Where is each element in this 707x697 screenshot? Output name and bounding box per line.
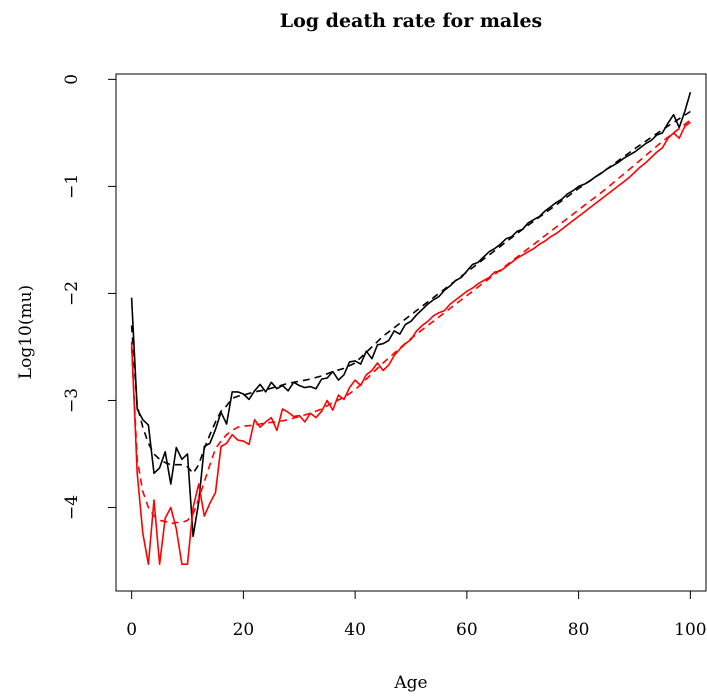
series-line-2-black-dashed (130, 110, 691, 475)
x-tick-label-100: 100 (674, 620, 706, 640)
x-tick-label-60: 60 (456, 620, 478, 640)
y-tick-label-0: 0 (62, 74, 82, 85)
y-axis: 0 −1 −2 −3 −4 (62, 74, 116, 520)
x-tick-label-20: 20 (233, 620, 255, 640)
x-tick-label-80: 80 (568, 620, 590, 640)
series-line-1-black-solid (130, 91, 692, 538)
series-line-3-red-solid (130, 121, 691, 566)
series-layer (130, 91, 692, 566)
chart-title: Log death rate for males (280, 10, 543, 32)
y-tick-label--3: −3 (62, 388, 82, 413)
x-axis: 0 20 40 60 80 100 (126, 591, 707, 640)
plot-frame (115, 73, 707, 592)
y-tick-label--2: −2 (62, 281, 82, 306)
y-tick-label--1: −1 (62, 174, 82, 199)
x-axis-label: Age (393, 673, 427, 693)
x-tick-label-40: 40 (344, 620, 366, 640)
y-axis-label: Log10(mu) (16, 285, 36, 379)
x-tick-label-0: 0 (126, 620, 137, 640)
y-tick-label--4: −4 (62, 495, 82, 520)
